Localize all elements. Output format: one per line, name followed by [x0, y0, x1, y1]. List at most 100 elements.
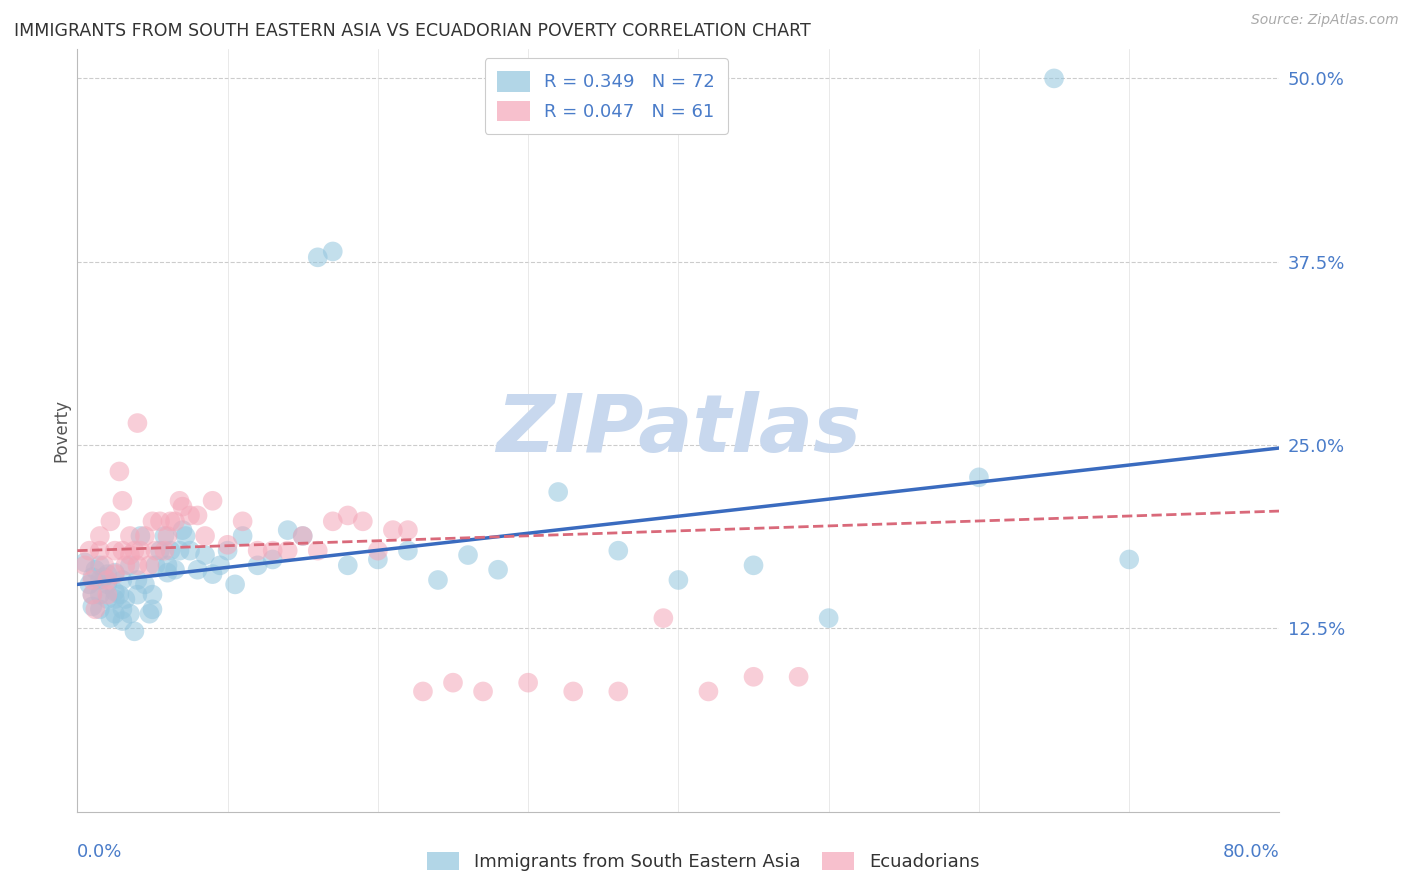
Point [336, 508, 359, 523]
Point [89, 543, 111, 558]
Point [153, 543, 176, 558]
Point [291, 529, 314, 543]
Point [73, 558, 96, 573]
Point [517, 675, 540, 690]
Point [262, 552, 284, 566]
Point [246, 543, 269, 558]
Point [156, 566, 179, 580]
Point [96, 577, 118, 591]
Point [127, 416, 149, 430]
Point [114, 558, 136, 573]
Point [134, 529, 156, 543]
Point [209, 558, 232, 573]
Point [156, 558, 179, 573]
Point [104, 567, 127, 582]
Point [172, 523, 194, 537]
Point [156, 529, 179, 543]
Point [472, 684, 495, 698]
Point [129, 529, 152, 543]
Point [217, 543, 239, 558]
Point [89, 602, 111, 616]
Point [277, 523, 299, 537]
Text: ZIPatlas: ZIPatlas [496, 392, 860, 469]
Point [104, 543, 127, 558]
Point [163, 514, 186, 528]
Point [652, 611, 675, 625]
Point [217, 538, 239, 552]
Point [100, 514, 122, 528]
Point [742, 558, 765, 573]
Point [145, 543, 167, 558]
Point [817, 611, 839, 625]
Point [159, 514, 181, 528]
Point [141, 514, 163, 528]
Point [73, 555, 96, 569]
Legend: Immigrants from South Eastern Asia, Ecuadorians: Immigrants from South Eastern Asia, Ecua… [419, 845, 987, 879]
Point [427, 573, 450, 587]
Point [607, 543, 630, 558]
Point [89, 529, 111, 543]
Point [412, 684, 434, 698]
Point [336, 558, 359, 573]
Point [967, 470, 990, 484]
Point [111, 602, 134, 616]
Point [118, 529, 141, 543]
Point [145, 558, 167, 573]
Point [108, 588, 131, 602]
Point [111, 573, 134, 587]
Point [149, 543, 172, 558]
Point [118, 558, 141, 573]
Point [179, 543, 201, 558]
Point [84, 563, 107, 577]
Point [108, 465, 131, 479]
Point [96, 567, 118, 582]
Point [547, 485, 569, 500]
Point [129, 543, 152, 558]
Point [562, 684, 585, 698]
Point [82, 573, 104, 587]
Point [307, 543, 329, 558]
Point [441, 675, 464, 690]
Point [457, 548, 479, 562]
Point [104, 592, 127, 607]
Point [169, 493, 191, 508]
Point [111, 543, 134, 558]
Point [118, 548, 141, 562]
Point [246, 558, 269, 573]
Point [159, 543, 181, 558]
Point [352, 514, 374, 528]
Point [127, 588, 149, 602]
Point [127, 558, 149, 573]
Point [174, 529, 197, 543]
Point [82, 588, 104, 602]
Text: 0.0%: 0.0% [77, 843, 122, 861]
Point [84, 602, 107, 616]
Point [742, 670, 765, 684]
Point [89, 588, 111, 602]
Point [118, 607, 141, 621]
Point [149, 514, 172, 528]
Point [697, 684, 720, 698]
Point [111, 493, 134, 508]
Point [201, 567, 224, 582]
Point [138, 607, 160, 621]
Point [104, 566, 127, 580]
Point [163, 563, 186, 577]
Point [82, 570, 104, 584]
Point [787, 670, 810, 684]
Point [187, 508, 209, 523]
Point [1043, 71, 1066, 86]
Point [322, 244, 344, 259]
Point [1118, 552, 1140, 566]
Text: IMMIGRANTS FROM SOUTH EASTERN ASIA VS ECUADORIAN POVERTY CORRELATION CHART: IMMIGRANTS FROM SOUTH EASTERN ASIA VS EC… [14, 22, 811, 40]
Legend: R = 0.349   N = 72, R = 0.047   N = 61: R = 0.349 N = 72, R = 0.047 N = 61 [485, 58, 728, 134]
Point [82, 599, 104, 614]
Point [277, 543, 299, 558]
Point [194, 548, 217, 562]
Point [79, 577, 101, 591]
Point [262, 543, 284, 558]
Y-axis label: Poverty: Poverty [52, 399, 70, 462]
Point [668, 573, 690, 587]
Point [96, 592, 118, 607]
Point [322, 514, 344, 528]
